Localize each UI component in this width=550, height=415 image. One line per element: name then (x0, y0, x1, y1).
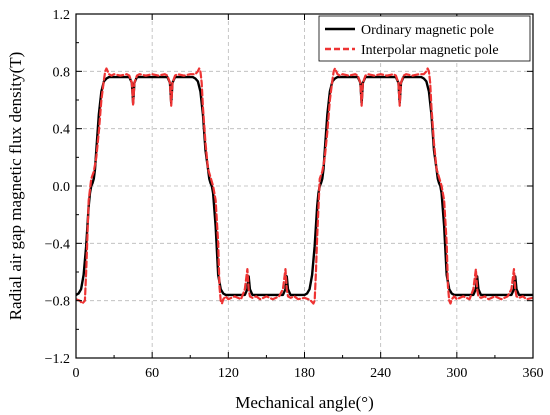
legend-box (318, 15, 531, 62)
y-tick-label: 0.0 (53, 180, 71, 195)
grid (76, 14, 533, 358)
x-tick-label: 120 (218, 366, 239, 381)
x-tick-label: 0 (73, 366, 80, 381)
legend-label-ordinary: Ordinary magnetic pole (361, 23, 494, 38)
x-tick-label: 300 (446, 366, 467, 381)
y-tick-label: 0.4 (53, 123, 71, 138)
y-tick-label: −0.4 (45, 237, 70, 252)
x-tick-label: 180 (294, 366, 315, 381)
legend: Ordinary magnetic pole Interpolar magnet… (318, 15, 531, 62)
y-tick-label: −0.8 (45, 295, 70, 310)
x-tick-label: 60 (145, 366, 159, 381)
x-tick-label: 360 (523, 366, 544, 381)
series-line-interpolar (76, 67, 533, 305)
x-axis-label: Mechanical angle(°) (235, 393, 373, 412)
y-axis-label: Radial air gap magnetic flux density(T) (6, 52, 25, 321)
series-layer (76, 67, 533, 305)
y-tick-label: 1.2 (53, 8, 71, 23)
y-tick-label: 0.8 (53, 65, 71, 80)
y-tick-labels: −1.2 −0.8 −0.4 0.0 0.4 0.8 1.2 (45, 8, 70, 367)
legend-label-interpolar: Interpolar magnetic pole (361, 43, 499, 58)
y-tick-label: −1.2 (45, 352, 70, 367)
x-tick-label: 240 (370, 366, 391, 381)
x-tick-labels: 0 60 120 180 240 300 360 (73, 366, 544, 381)
